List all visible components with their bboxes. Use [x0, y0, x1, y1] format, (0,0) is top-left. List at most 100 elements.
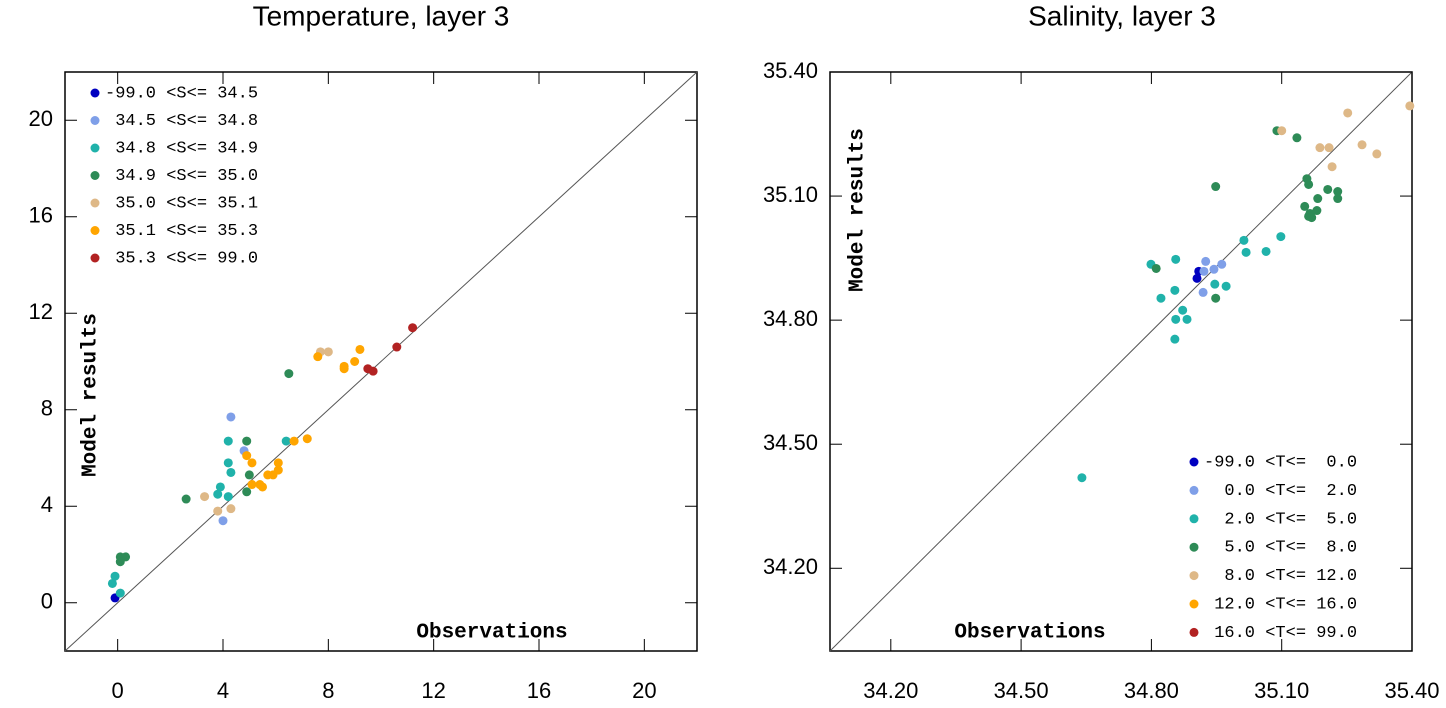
- x-tick-label: 34.20: [863, 678, 918, 703]
- point: [258, 482, 267, 492]
- plot-frame: [829, 71, 1413, 652]
- point: [1192, 273, 1202, 283]
- point: [107, 578, 117, 588]
- y-tick-label: 34.50: [763, 430, 818, 455]
- legend-label: 2.0 <T<= 5.0: [1204, 510, 1357, 529]
- x-tick-label: 12: [421, 678, 445, 703]
- point: [200, 492, 210, 502]
- point: [1333, 187, 1343, 197]
- point: [1405, 101, 1415, 111]
- x-tick-label: 35.10: [1254, 678, 1309, 703]
- legend-marker: [90, 88, 100, 98]
- point: [213, 506, 223, 516]
- point: [1201, 256, 1211, 266]
- point: [1178, 305, 1188, 315]
- point: [1327, 162, 1337, 172]
- point: [1372, 149, 1382, 159]
- x-tick-label: 16: [527, 678, 551, 703]
- point: [244, 470, 254, 480]
- point: [1077, 473, 1087, 483]
- point: [323, 347, 333, 357]
- legend-marker: [1189, 457, 1199, 467]
- point: [1313, 194, 1323, 204]
- point: [313, 352, 323, 362]
- point: [355, 344, 365, 354]
- plot-frame: [64, 71, 698, 652]
- point: [289, 436, 299, 446]
- point: [368, 366, 378, 376]
- point: [1151, 263, 1161, 273]
- legend-label: -99.0 <S<= 34.5: [105, 84, 258, 103]
- legend-marker: [90, 253, 100, 263]
- point: [226, 412, 236, 422]
- legend-label: 0.0 <T<= 2.0: [1204, 482, 1357, 501]
- point: [408, 323, 418, 333]
- y-tick-label: 12: [29, 299, 53, 324]
- point: [1182, 314, 1192, 324]
- point: [1217, 259, 1227, 269]
- point: [1323, 184, 1333, 194]
- point: [226, 504, 236, 514]
- point: [1304, 179, 1314, 189]
- point: [281, 436, 291, 446]
- point: [273, 458, 283, 468]
- point: [242, 487, 252, 497]
- y-tick-label: 20: [29, 106, 53, 131]
- x-tick-label: 4: [217, 678, 229, 703]
- point: [1261, 246, 1271, 256]
- y-tick-label: 4: [41, 492, 53, 517]
- legend-label: 12.0 <T<= 16.0: [1204, 595, 1357, 614]
- point: [115, 557, 125, 567]
- legend-marker: [1189, 627, 1199, 637]
- x-tick-label: 8: [322, 678, 334, 703]
- point: [284, 369, 294, 379]
- legend-label: 34.9 <S<= 35.0: [105, 167, 258, 186]
- point: [1199, 266, 1209, 276]
- y-tick-label: 0: [41, 589, 53, 614]
- legend-label: 5.0 <T<= 8.0: [1204, 539, 1357, 558]
- y-tick-label: 8: [41, 396, 53, 421]
- point: [1315, 143, 1325, 153]
- point: [1239, 235, 1249, 245]
- point: [1241, 247, 1251, 257]
- point: [1198, 287, 1208, 297]
- chart-title: Temperature, layer 3: [253, 0, 510, 31]
- point: [115, 588, 125, 598]
- point: [1357, 140, 1367, 150]
- point: [392, 342, 402, 352]
- x-tick-label: 34.50: [994, 678, 1049, 703]
- legend-marker: [1189, 599, 1199, 609]
- point: [1300, 201, 1310, 211]
- point: [181, 494, 191, 504]
- point: [215, 482, 225, 492]
- y-axis-label: Model results: [80, 313, 103, 477]
- legend-marker: [1189, 485, 1199, 495]
- y-tick-label: 35.40: [763, 58, 818, 83]
- legend-marker: [1189, 514, 1199, 524]
- point: [1324, 143, 1334, 153]
- y-tick-label: 35.10: [763, 182, 818, 207]
- legend-label: -99.0 <T<= 0.0: [1204, 453, 1357, 472]
- point: [1156, 293, 1166, 303]
- legend-label: 8.0 <T<= 12.0: [1204, 567, 1357, 586]
- legend-marker: [90, 171, 100, 180]
- point: [223, 492, 233, 502]
- legend-marker: [1189, 542, 1199, 552]
- point: [223, 436, 233, 446]
- legend-label: 16.0 <T<= 99.0: [1204, 624, 1357, 643]
- point: [1171, 314, 1181, 324]
- point: [302, 434, 312, 444]
- x-tick-label: 20: [632, 678, 656, 703]
- point: [1170, 334, 1180, 344]
- point: [226, 467, 236, 477]
- legend-label: 34.5 <S<= 34.8: [105, 112, 258, 131]
- point: [213, 489, 223, 499]
- legend-marker: [90, 116, 100, 125]
- point: [218, 516, 228, 526]
- legend-label: 34.8 <S<= 34.9: [105, 139, 258, 158]
- legend-marker: [90, 198, 100, 208]
- x-axis-label: Observations: [416, 622, 567, 645]
- legend-marker: [1189, 571, 1199, 581]
- one-to-one-line: [64, 71, 698, 652]
